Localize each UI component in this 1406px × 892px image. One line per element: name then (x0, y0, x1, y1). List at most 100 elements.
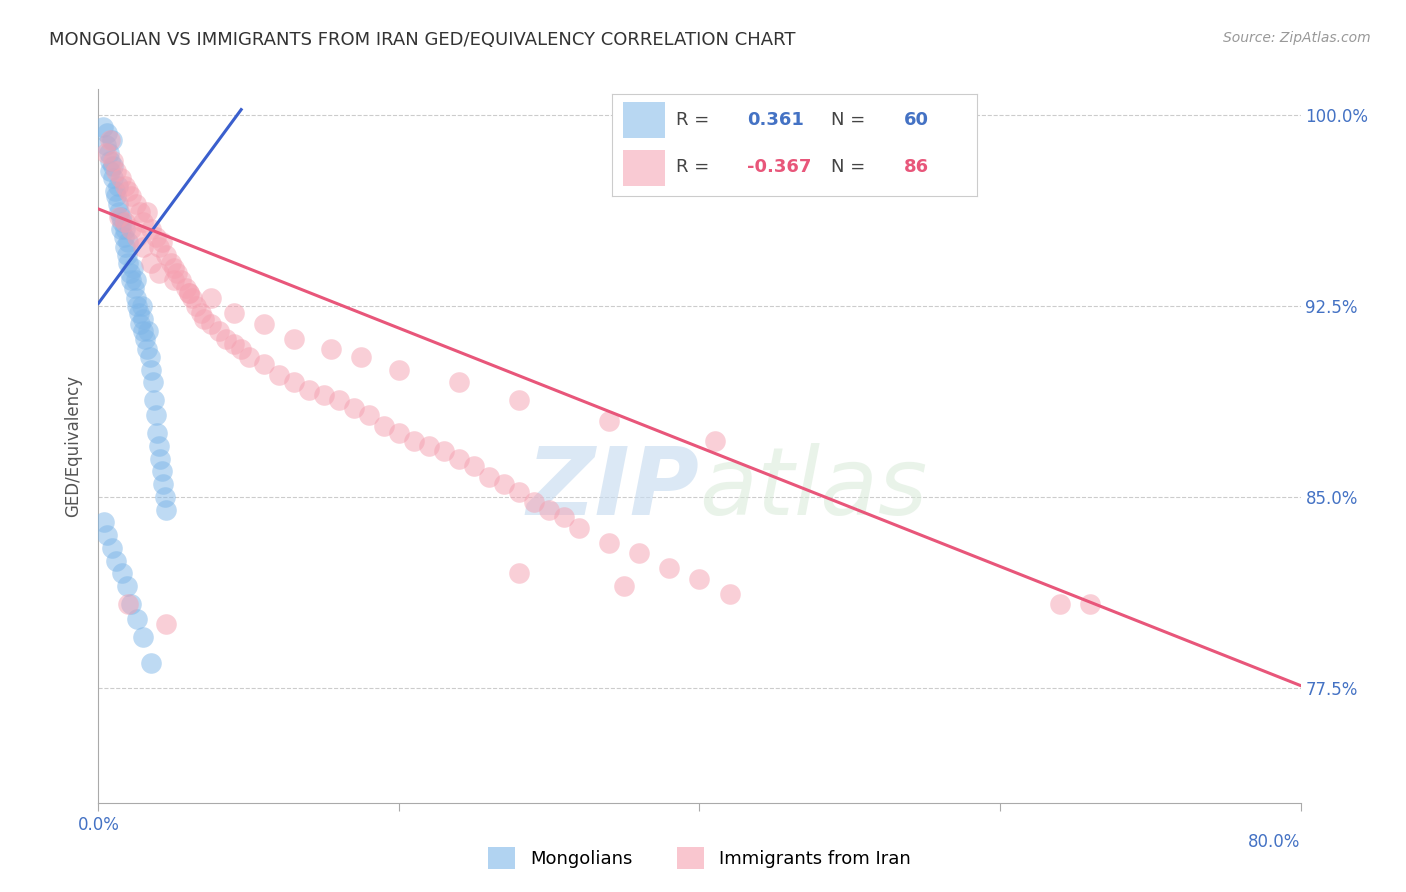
Text: N =: N = (831, 111, 870, 128)
Point (190, 306, 212, 320)
Point (402, 434, 425, 448)
Point (321, 342, 343, 356)
Point (162, 273, 184, 287)
Point (149, 451, 172, 466)
Point (350, 350, 373, 364)
Point (111, 215, 134, 229)
Point (145, 230, 167, 244)
Point (118, 266, 141, 280)
Point (117, 255, 139, 269)
Point (703, 434, 725, 448)
Point (108, 204, 131, 219)
Point (200, 291, 222, 305)
Point (343, 401, 366, 415)
Point (94, 138, 117, 153)
Text: atlas: atlas (700, 443, 928, 534)
Point (388, 362, 411, 376)
Point (152, 477, 174, 491)
Point (598, 536, 620, 550)
Text: MONGOLIAN VS IMMIGRANTS FROM IRAN GED/EQUIVALENCY CORRELATION CHART: MONGOLIAN VS IMMIGRANTS FROM IRAN GED/EQ… (49, 31, 796, 49)
Text: R =: R = (675, 111, 714, 128)
Y-axis label: GED/Equivalency: GED/Equivalency (65, 375, 83, 517)
Point (107, 179, 129, 194)
Point (110, 210, 132, 224)
Point (129, 204, 152, 219)
Point (463, 459, 485, 474)
Text: 80.0%: 80.0% (1249, 833, 1301, 851)
Point (136, 324, 159, 338)
Text: N =: N = (831, 158, 870, 176)
Point (100, 133, 122, 147)
Point (148, 240, 170, 254)
Point (132, 324, 155, 338)
Point (238, 350, 260, 364)
Point (215, 332, 238, 346)
Point (131, 299, 153, 313)
Point (96, 528, 118, 542)
Point (1078, 597, 1101, 611)
Point (222, 337, 245, 351)
Point (122, 260, 145, 275)
Point (96, 126, 118, 140)
Point (141, 376, 163, 390)
Point (1049, 597, 1071, 611)
Point (132, 630, 155, 644)
Point (508, 566, 530, 581)
Point (105, 189, 128, 203)
Point (104, 184, 127, 198)
Point (110, 222, 132, 236)
Point (523, 495, 546, 509)
Point (433, 444, 456, 458)
Point (253, 358, 276, 372)
Text: 0.361: 0.361 (747, 111, 804, 128)
Point (155, 248, 177, 262)
Point (231, 342, 253, 356)
Point (121, 273, 143, 287)
Text: R =: R = (675, 158, 714, 176)
Point (121, 222, 143, 236)
Point (134, 332, 156, 346)
Point (114, 215, 136, 229)
Point (121, 189, 143, 203)
Point (125, 197, 148, 211)
Point (153, 490, 176, 504)
Point (222, 306, 245, 320)
Point (613, 579, 636, 593)
Point (538, 502, 561, 516)
Point (177, 286, 200, 301)
Point (447, 376, 470, 390)
Point (121, 597, 143, 611)
Point (135, 342, 157, 356)
Text: ZIP: ZIP (527, 442, 700, 535)
Point (103, 159, 125, 173)
Point (148, 266, 170, 280)
Point (598, 413, 620, 427)
Point (135, 204, 157, 219)
Point (114, 240, 136, 254)
Point (125, 273, 148, 287)
Point (112, 230, 135, 244)
Point (200, 317, 222, 331)
Point (138, 350, 160, 364)
Text: 86: 86 (904, 158, 929, 176)
Point (388, 426, 411, 441)
Point (170, 273, 193, 287)
Text: -0.367: -0.367 (747, 158, 811, 176)
Text: Source: ZipAtlas.com: Source: ZipAtlas.com (1223, 31, 1371, 45)
Point (155, 617, 177, 632)
Point (139, 222, 162, 236)
Point (124, 281, 146, 295)
Point (139, 656, 162, 670)
Point (508, 484, 530, 499)
Point (689, 572, 711, 586)
Point (94, 145, 117, 160)
Point (328, 393, 350, 408)
Point (177, 286, 200, 301)
Point (117, 235, 139, 249)
Point (132, 215, 155, 229)
Point (253, 317, 276, 331)
Point (508, 393, 530, 408)
Text: 60: 60 (904, 111, 929, 128)
Point (267, 368, 290, 382)
Point (180, 291, 202, 305)
